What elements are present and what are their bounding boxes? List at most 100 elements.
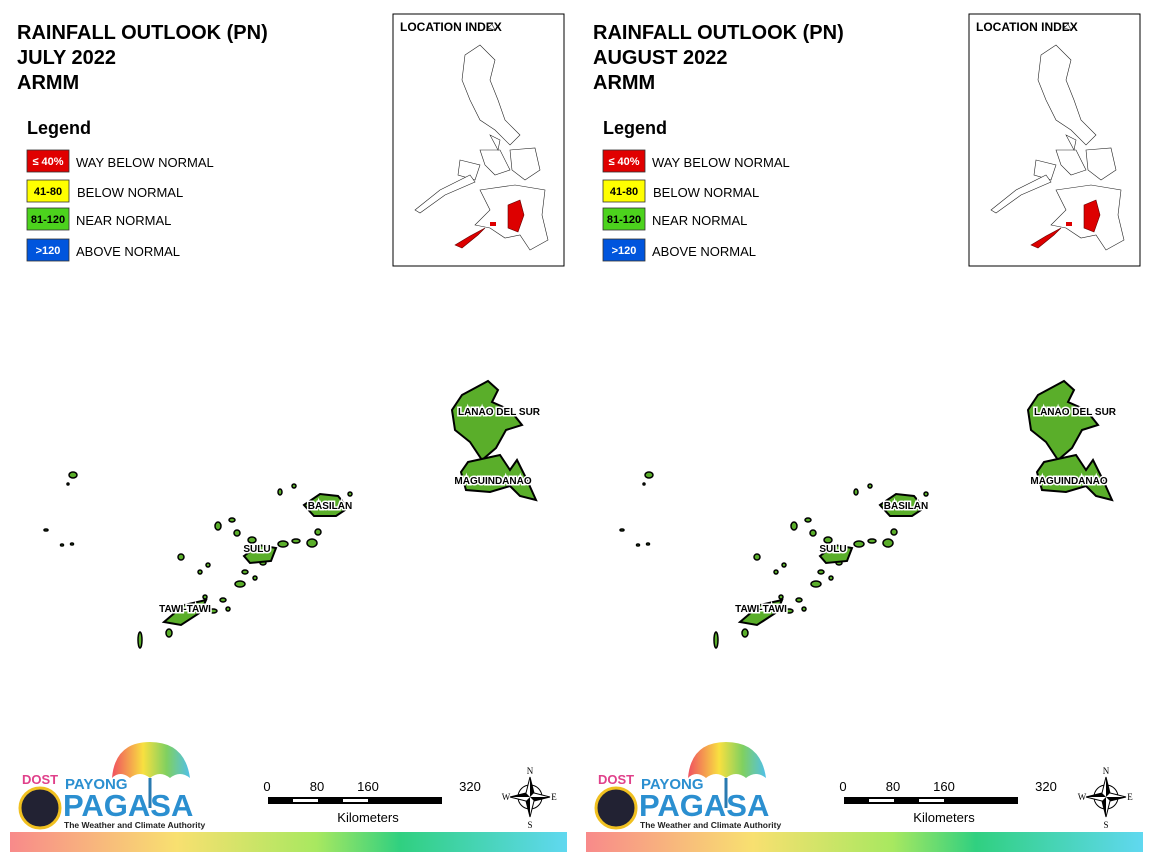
province	[450, 379, 524, 462]
province-label: SULU	[243, 544, 270, 555]
title-line: RAINFALL OUTLOOK (PN)	[593, 22, 844, 44]
compass-letter: N	[1103, 766, 1110, 776]
legend-title: Legend	[603, 118, 667, 138]
province	[737, 598, 784, 627]
scale-label: 320	[459, 779, 481, 794]
islet	[795, 597, 803, 603]
legend-label: BELOW NORMAL	[77, 185, 183, 200]
islet	[225, 606, 231, 612]
province-label: MAGUINDANAO	[454, 476, 531, 487]
logo-program: PAYONG	[65, 776, 128, 793]
compass-star-dark	[1086, 777, 1126, 817]
islet	[809, 529, 817, 537]
compass-letter: E	[551, 792, 557, 802]
logo-agency: DOST	[22, 772, 58, 787]
province	[1026, 379, 1100, 462]
title-line: ARMM	[593, 72, 655, 94]
islet	[252, 575, 258, 581]
islet	[801, 606, 807, 612]
islet	[810, 580, 822, 588]
inset-armm	[507, 199, 525, 233]
legend-swatch	[26, 149, 70, 173]
compass-letter: S	[527, 820, 532, 830]
province-label: TAWI-TAWI	[159, 604, 211, 615]
inset-title: LOCATION INDEX	[976, 20, 1078, 34]
islet	[233, 529, 241, 537]
islet	[165, 628, 173, 638]
legend-range: >120	[36, 245, 61, 257]
islet	[177, 553, 185, 561]
islet	[205, 562, 211, 568]
islet	[853, 488, 859, 496]
islet	[247, 536, 257, 544]
title-line: AUGUST 2022	[593, 47, 728, 69]
umbrella	[688, 742, 766, 778]
islet	[778, 594, 784, 600]
islet	[644, 471, 654, 479]
islet	[314, 528, 322, 536]
scale-segment	[919, 799, 944, 802]
islet	[635, 543, 641, 547]
inset-armm	[1030, 227, 1062, 249]
inset-title: LOCATION INDEX	[400, 20, 502, 34]
inset-armm	[1083, 199, 1101, 233]
islet	[241, 569, 249, 575]
islet	[867, 483, 873, 489]
scale-label: 0	[263, 779, 270, 794]
inset-land	[1033, 159, 1057, 181]
islet	[823, 536, 833, 544]
islet	[753, 553, 761, 561]
islet	[619, 528, 625, 532]
scale-label: 80	[310, 779, 324, 794]
scale-label: 160	[933, 779, 955, 794]
province-label: LANAO DEL SUR	[458, 407, 541, 418]
islet	[59, 543, 65, 547]
inset-land	[990, 174, 1052, 214]
scale-label: 0	[839, 779, 846, 794]
islet	[713, 631, 719, 649]
inset-land	[461, 44, 521, 146]
inset-land	[1055, 149, 1087, 176]
legend-swatch	[26, 179, 70, 203]
legend-range: 41-80	[34, 186, 62, 198]
legend-label: NEAR NORMAL	[652, 213, 747, 228]
logo-name: PAGASA	[639, 788, 769, 823]
province	[459, 453, 538, 502]
inset-land	[414, 174, 476, 214]
inset-land	[1065, 134, 1077, 151]
islet	[277, 488, 283, 496]
inset-land	[489, 134, 501, 151]
umbrella	[112, 742, 190, 778]
legend-range: 41-80	[610, 186, 638, 198]
islet	[214, 521, 222, 531]
province-label: MAGUINDANAO	[1030, 476, 1107, 487]
scale-unit: Kilometers	[913, 810, 975, 825]
inset-land	[457, 159, 481, 181]
islet	[347, 491, 353, 497]
logo-name: PAGASA	[63, 788, 193, 823]
logo-seal	[18, 786, 62, 830]
scale-segment	[869, 799, 894, 802]
legend-swatch	[602, 238, 646, 262]
inset-land	[1063, 23, 1072, 31]
logo-seal	[594, 786, 638, 830]
province	[818, 543, 854, 565]
province-label: SULU	[819, 544, 846, 555]
logo-tagline: The Weather and Climate Authority	[64, 820, 205, 830]
legend-range: ≤ 40%	[608, 156, 639, 168]
compass-letter: N	[527, 766, 534, 776]
islet	[773, 569, 779, 575]
panel: RAINFALL OUTLOOK (PN) JULY 2022 ARMM Legend…	[10, 13, 567, 852]
islet	[234, 580, 246, 588]
legend-range: ≤ 40%	[32, 156, 63, 168]
logo-program: PAYONG	[641, 776, 704, 793]
title-line: RAINFALL OUTLOOK (PN)	[17, 22, 268, 44]
islet	[642, 482, 646, 486]
legend-label: BELOW NORMAL	[653, 185, 759, 200]
scale-segment	[293, 799, 318, 802]
compass-letter: W	[1078, 792, 1087, 802]
compass-star-dark	[510, 777, 550, 817]
scale-label: 320	[1035, 779, 1057, 794]
islet	[645, 542, 651, 546]
